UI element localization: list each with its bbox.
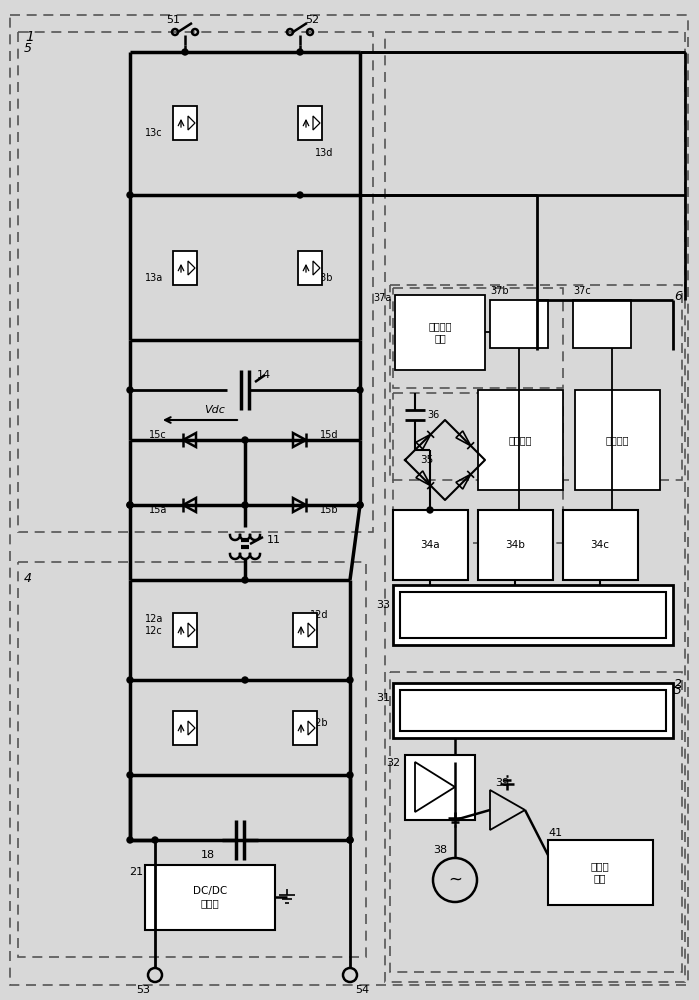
Text: 6: 6	[674, 290, 682, 303]
Text: 13d: 13d	[315, 148, 333, 158]
Circle shape	[347, 772, 353, 778]
Text: 12d: 12d	[310, 610, 329, 620]
Text: 5: 5	[24, 42, 32, 55]
Text: 13b: 13b	[315, 273, 333, 283]
Bar	[393, 288, 563, 388]
Text: 11: 11	[267, 535, 281, 545]
Text: 15d: 15d	[320, 430, 338, 440]
Bar	[298, 106, 322, 140]
Bar	[395, 295, 485, 370]
Bar	[18, 32, 373, 532]
Text: 受电电路: 受电电路	[508, 435, 532, 445]
Circle shape	[242, 577, 248, 583]
Circle shape	[347, 677, 353, 683]
Circle shape	[357, 502, 363, 508]
Circle shape	[242, 677, 248, 683]
Text: 39: 39	[495, 778, 509, 788]
Bar	[490, 300, 548, 348]
Circle shape	[297, 192, 303, 198]
Text: 15a: 15a	[149, 505, 167, 515]
Circle shape	[347, 837, 353, 843]
Text: 41: 41	[548, 828, 562, 838]
Bar	[390, 672, 682, 972]
Text: 54: 54	[355, 985, 369, 995]
Text: 13c: 13c	[145, 128, 163, 138]
Text: 34c: 34c	[591, 540, 610, 550]
Circle shape	[182, 49, 188, 55]
Text: 3: 3	[674, 684, 682, 696]
Bar	[478, 390, 563, 490]
Bar	[173, 613, 197, 647]
Bar	[390, 285, 682, 480]
Bar	[393, 585, 673, 645]
Text: 送电部
电源: 送电部 电源	[591, 861, 610, 883]
Text: 2: 2	[674, 678, 682, 691]
Circle shape	[357, 387, 363, 393]
Circle shape	[427, 507, 433, 513]
Text: 33: 33	[376, 600, 390, 610]
Bar	[393, 510, 468, 580]
Text: 34a: 34a	[420, 540, 440, 550]
Circle shape	[152, 837, 158, 843]
Bar	[393, 393, 563, 543]
Circle shape	[242, 502, 248, 508]
Bar	[573, 300, 631, 348]
Text: 37a: 37a	[374, 293, 392, 303]
Bar	[385, 32, 685, 982]
Text: 37c: 37c	[573, 286, 591, 296]
Text: 4: 4	[24, 572, 32, 585]
Text: 21: 21	[129, 867, 143, 877]
Circle shape	[127, 677, 133, 683]
Bar	[393, 683, 673, 738]
Bar	[173, 106, 197, 140]
Text: 槽极控制
电路: 槽极控制 电路	[428, 321, 452, 343]
Bar	[405, 755, 475, 820]
Text: 51: 51	[166, 15, 180, 25]
Circle shape	[242, 437, 248, 443]
Bar	[173, 711, 197, 745]
Bar	[298, 251, 322, 285]
Text: 31: 31	[376, 693, 390, 703]
Text: 36: 36	[427, 410, 439, 420]
Text: 35: 35	[420, 455, 433, 465]
Bar	[400, 592, 666, 638]
Circle shape	[127, 837, 133, 843]
Text: 52: 52	[305, 15, 319, 25]
Circle shape	[357, 502, 363, 508]
Text: 53: 53	[136, 985, 150, 995]
Bar	[575, 390, 660, 490]
Bar	[293, 613, 317, 647]
Circle shape	[127, 772, 133, 778]
Text: 14: 14	[257, 370, 271, 380]
Bar	[293, 711, 317, 745]
Bar	[478, 510, 553, 580]
Circle shape	[127, 192, 133, 198]
Text: 37b: 37b	[490, 286, 509, 296]
Text: 12b: 12b	[310, 718, 329, 728]
Circle shape	[347, 837, 353, 843]
Text: DC/DC
控制部: DC/DC 控制部	[193, 886, 227, 908]
Bar	[173, 251, 197, 285]
Text: 12a
12c: 12a 12c	[145, 614, 163, 636]
Bar	[400, 690, 666, 731]
Text: 18: 18	[201, 850, 215, 860]
Text: 32: 32	[386, 758, 400, 768]
Text: Vdc: Vdc	[205, 405, 226, 415]
Circle shape	[127, 502, 133, 508]
Text: 38: 38	[433, 845, 447, 855]
Circle shape	[297, 49, 303, 55]
Bar	[145, 865, 275, 930]
Text: 15b: 15b	[320, 505, 338, 515]
Bar	[18, 562, 366, 957]
Circle shape	[127, 387, 133, 393]
Circle shape	[127, 502, 133, 508]
Bar	[548, 840, 653, 905]
Text: ~: ~	[448, 871, 462, 889]
Text: 15c: 15c	[150, 430, 167, 440]
Text: 13a: 13a	[145, 273, 163, 283]
Text: 1: 1	[25, 30, 34, 44]
Bar	[563, 510, 638, 580]
Text: 受电电路: 受电电路	[605, 435, 628, 445]
Text: 34b: 34b	[505, 540, 525, 550]
